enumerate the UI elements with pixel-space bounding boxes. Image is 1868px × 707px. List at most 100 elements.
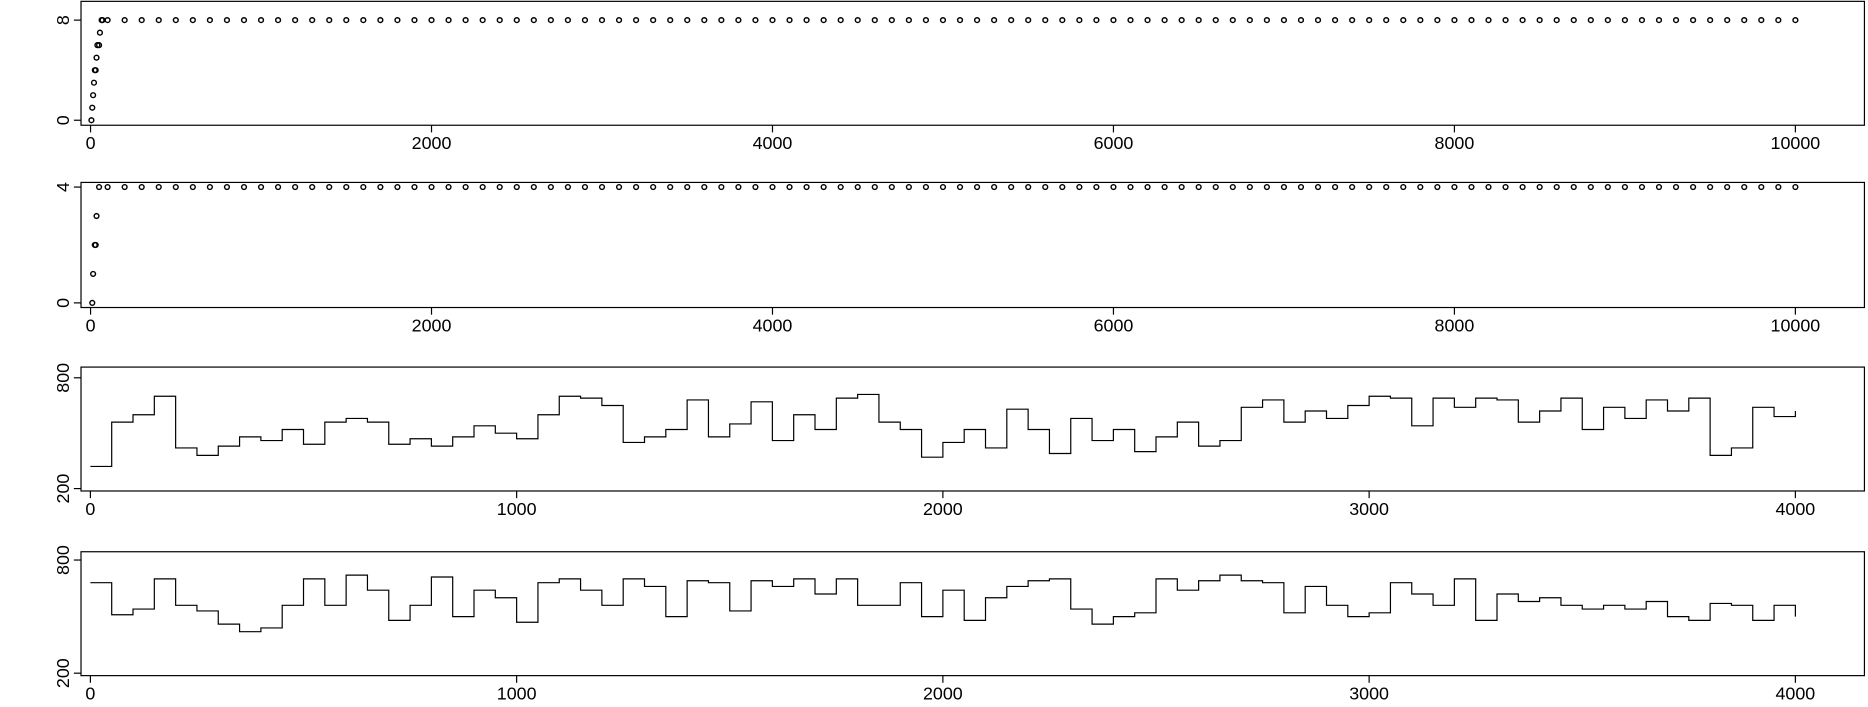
point: [1212, 183, 1219, 191]
x-tick-label: 4000: [1776, 683, 1816, 702]
point: [769, 17, 776, 24]
point: [1349, 17, 1356, 24]
point: [956, 183, 964, 191]
point: [667, 183, 674, 191]
point: [411, 183, 418, 191]
y-tick-label: 200: [53, 658, 73, 688]
point: [1775, 17, 1782, 24]
point: [1059, 17, 1066, 24]
point: [598, 183, 606, 191]
point: [564, 17, 572, 24]
point: [1025, 17, 1032, 24]
x-tick-label: 2000: [412, 315, 452, 335]
point: [92, 241, 99, 249]
point: [292, 183, 299, 191]
point: [973, 183, 981, 191]
point: [1144, 17, 1151, 24]
point: [752, 183, 759, 191]
x-tick-label: 3000: [1349, 499, 1389, 519]
point: [1434, 183, 1441, 191]
point: [1417, 17, 1424, 24]
point: [1672, 17, 1680, 24]
point: [530, 17, 537, 24]
x-tick-label: 2000: [412, 133, 452, 153]
point: [701, 183, 708, 191]
point: [615, 17, 623, 24]
point: [1502, 17, 1509, 24]
point: [257, 183, 265, 191]
point: [803, 17, 810, 24]
point: [769, 183, 776, 191]
point: [1297, 183, 1305, 191]
point: [1314, 17, 1322, 24]
x-tick-label: 1000: [497, 499, 537, 519]
point: [1536, 183, 1543, 191]
x-tick-label: 4000: [753, 133, 793, 153]
point: [837, 183, 844, 191]
point: [1263, 17, 1270, 24]
point: [1553, 183, 1560, 191]
point: [1707, 183, 1714, 191]
point: [1468, 183, 1475, 191]
point: [1451, 183, 1458, 191]
point: [684, 183, 691, 191]
point: [1025, 183, 1032, 191]
point: [121, 183, 128, 191]
point: [1570, 17, 1577, 24]
point: [394, 17, 401, 24]
point: [1758, 17, 1765, 24]
point: [1195, 183, 1202, 191]
point: [479, 17, 486, 24]
point: [598, 17, 606, 24]
point: [462, 17, 469, 24]
point: [564, 183, 572, 191]
point: [1076, 17, 1083, 24]
point: [1655, 183, 1663, 191]
point: [1621, 183, 1628, 191]
point: [1417, 183, 1424, 191]
point: [1042, 183, 1049, 191]
point: [633, 17, 640, 24]
point: [1553, 17, 1560, 24]
point: [104, 17, 111, 24]
point: [428, 183, 435, 191]
point: [786, 17, 793, 24]
point: [1383, 17, 1390, 24]
point: [104, 183, 111, 191]
point: [615, 183, 623, 191]
point: [93, 54, 100, 61]
y-tick-label: 4: [53, 182, 73, 192]
point: [701, 17, 708, 24]
point: [326, 17, 333, 24]
point: [513, 183, 520, 191]
point: [1178, 17, 1185, 24]
point: [547, 17, 554, 24]
point: [1741, 183, 1748, 191]
point: [1314, 183, 1322, 191]
point: [735, 17, 742, 24]
point: [1229, 17, 1236, 24]
point: [991, 183, 998, 191]
point: [922, 183, 930, 191]
point: [820, 183, 827, 191]
point: [1638, 17, 1646, 24]
point: [377, 183, 384, 191]
point: [240, 183, 248, 191]
point: [1689, 183, 1697, 191]
point: [1621, 17, 1628, 24]
plot-frame: [80, 366, 1866, 492]
point: [786, 183, 793, 191]
point: [888, 17, 895, 24]
point: [326, 183, 333, 191]
y-tick-label: 8: [53, 15, 73, 25]
point: [95, 183, 103, 191]
point: [90, 270, 97, 278]
point: [394, 183, 401, 191]
point: [1093, 183, 1100, 191]
x-tick-label: 10000: [1771, 133, 1821, 153]
point: [138, 17, 145, 24]
point: [1604, 17, 1611, 24]
point: [360, 183, 367, 191]
point: [854, 183, 861, 191]
plot-frame: [80, 181, 1866, 309]
